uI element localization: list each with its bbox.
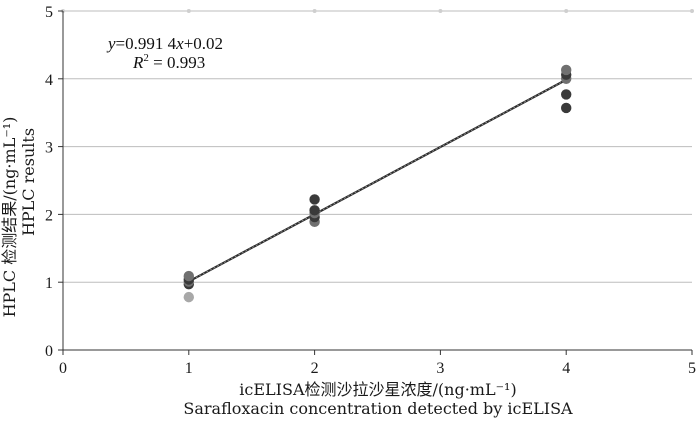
y-tick-label: 3 [45, 140, 53, 157]
y-tick-label: 5 [45, 4, 53, 21]
x-tick-label: 3 [436, 360, 444, 377]
data-point [561, 64, 572, 76]
x-tick-label: 5 [688, 360, 696, 377]
y-tick-label: 4 [45, 72, 53, 89]
y-tick-label: 2 [45, 207, 53, 224]
data-points [183, 64, 572, 303]
gridlines [61, 9, 694, 283]
data-point [183, 291, 194, 303]
x-axis-title-line1: icELISA检测沙拉沙星浓度/(ng·mL⁻¹) [239, 380, 516, 399]
y-tick-label: 0 [45, 343, 53, 360]
r-squared-label: R2 = 0.993 [132, 52, 205, 72]
y-axis-title-line1: HPLC 检测结果/(ng·mL⁻¹) [0, 117, 19, 318]
data-point [561, 89, 572, 100]
axes: 0 1 2 3 4 5 0 1 2 3 4 5 [45, 4, 696, 377]
x-tick-label: 1 [185, 360, 193, 377]
x-tick-label: 2 [311, 360, 319, 377]
y-tick-label: 1 [45, 275, 53, 292]
x-axis-title-line2: Sarafloxacin concentration detected by i… [183, 399, 573, 418]
grid-tick-dot [438, 9, 443, 13]
grid-tick-dot [186, 9, 191, 13]
data-point [561, 102, 572, 114]
grid-tick-dot [690, 9, 694, 13]
data-point [183, 270, 194, 282]
equation-label: y=0.991 4x+0.02 [106, 34, 223, 53]
fit-line-highlight [188, 79, 567, 282]
x-tick-label: 4 [562, 360, 570, 377]
regression-line [188, 78, 567, 283]
x-tick-label: 0 [59, 360, 67, 377]
y-axis-title-line2: HPLC results [19, 128, 38, 236]
data-point [309, 205, 320, 216]
grid-tick-dot [564, 9, 569, 13]
data-point [309, 194, 320, 205]
grid-tick-dot [312, 9, 317, 13]
